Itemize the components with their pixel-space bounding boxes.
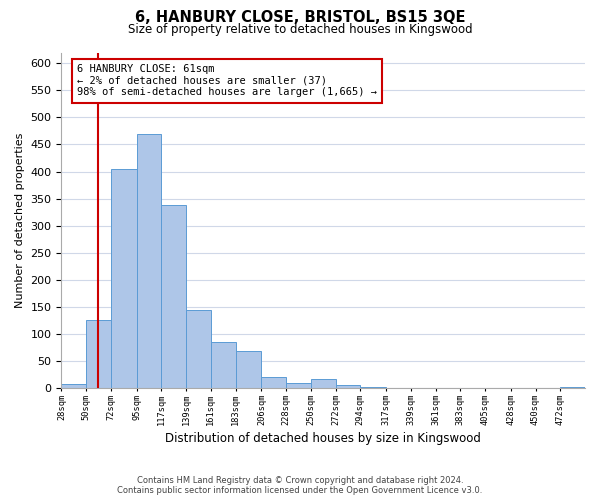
Bar bbox=[61, 384, 86, 388]
Text: 6, HANBURY CLOSE, BRISTOL, BS15 3QE: 6, HANBURY CLOSE, BRISTOL, BS15 3QE bbox=[135, 10, 465, 25]
Bar bbox=[161, 205, 186, 388]
Bar bbox=[137, 134, 161, 388]
Bar bbox=[560, 387, 585, 388]
Bar bbox=[236, 351, 262, 388]
Bar bbox=[111, 169, 137, 388]
Bar bbox=[286, 382, 311, 388]
Bar bbox=[186, 310, 211, 388]
Bar bbox=[211, 342, 236, 388]
Text: 6 HANBURY CLOSE: 61sqm
← 2% of detached houses are smaller (37)
98% of semi-deta: 6 HANBURY CLOSE: 61sqm ← 2% of detached … bbox=[77, 64, 377, 98]
Bar bbox=[335, 386, 360, 388]
Bar bbox=[262, 377, 286, 388]
Bar bbox=[311, 380, 335, 388]
Y-axis label: Number of detached properties: Number of detached properties bbox=[15, 132, 25, 308]
Text: Contains HM Land Registry data © Crown copyright and database right 2024.
Contai: Contains HM Land Registry data © Crown c… bbox=[118, 476, 482, 495]
Text: Size of property relative to detached houses in Kingswood: Size of property relative to detached ho… bbox=[128, 22, 472, 36]
Bar bbox=[86, 320, 111, 388]
X-axis label: Distribution of detached houses by size in Kingswood: Distribution of detached houses by size … bbox=[165, 432, 481, 445]
